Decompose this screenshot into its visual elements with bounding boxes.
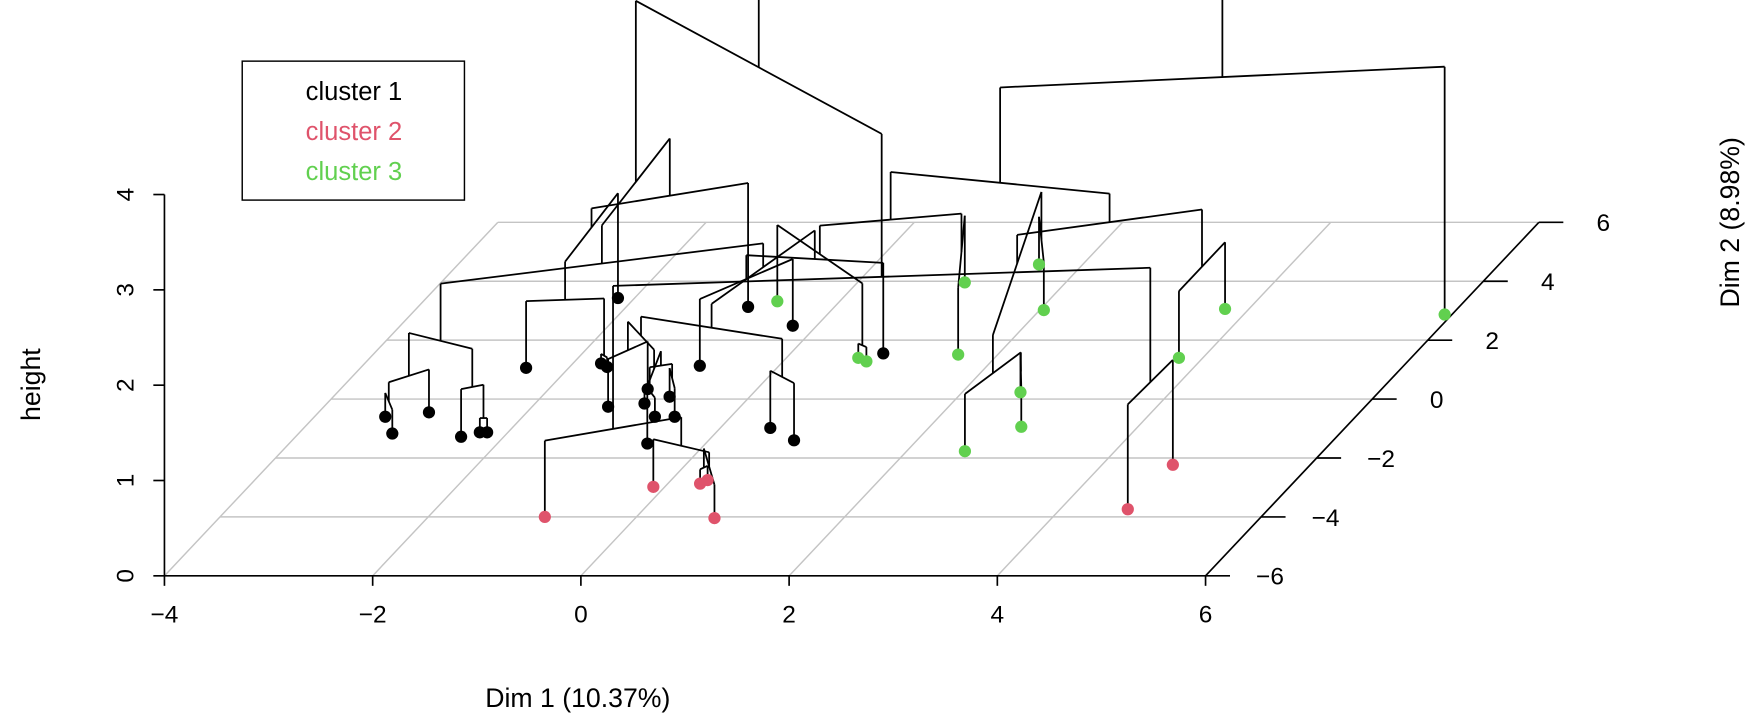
z-tick-label: 3 — [112, 283, 139, 297]
leaf-point-cluster-1 — [422, 406, 436, 419]
leaf-point-cluster-1 — [602, 400, 615, 413]
grid-line-dim1 — [996, 221, 1332, 577]
grid-line-dim1 — [788, 221, 1123, 577]
leaf-point-cluster-3 — [1032, 258, 1046, 271]
grid-line-dim1 — [163, 221, 499, 577]
leaf-point-cluster-2 — [701, 473, 714, 487]
dendrogram-connector — [653, 438, 710, 454]
legend: cluster 1 cluster 2 cluster 3 — [241, 60, 466, 201]
leaf-point-cluster-1 — [379, 410, 392, 423]
x-tick-label: −4 — [151, 602, 179, 629]
y-tick-label: 4 — [1541, 269, 1555, 296]
dendrogram-connector — [1000, 65, 1445, 89]
y-tick-label: −4 — [1312, 505, 1340, 532]
z-tick-label: 2 — [112, 378, 139, 392]
dendrogram-connector — [601, 137, 671, 226]
y-tick-label: 0 — [1430, 387, 1444, 414]
leaf-point-cluster-1 — [641, 437, 654, 450]
y-axis-title: Dim 2 (8.98%) — [1715, 137, 1745, 307]
leaf-point-cluster-1 — [641, 382, 654, 396]
dendrogram-connector — [627, 321, 655, 351]
leaf-points — [379, 258, 1451, 525]
dendrogram-lines — [384, 0, 1446, 519]
x-tick-label: 0 — [574, 602, 588, 629]
leaf-point-cluster-3 — [1014, 386, 1027, 399]
z-tick-label: 0 — [112, 569, 139, 583]
dendrogram-connector — [613, 266, 1151, 287]
leaf-point-cluster-1 — [741, 300, 755, 313]
x-tick-label: 4 — [991, 602, 1005, 629]
leaf-point-cluster-1 — [454, 430, 468, 443]
leaf-point-cluster-1 — [611, 291, 625, 305]
leaf-point-cluster-2 — [708, 511, 721, 525]
leaf-point-cluster-1 — [638, 397, 651, 410]
dendrogram-connector — [635, 0, 883, 135]
leaf-point-cluster-1 — [877, 347, 890, 360]
leaf-point-cluster-1 — [481, 426, 494, 439]
leaf-point-cluster-1 — [600, 360, 614, 374]
leaf-point-cluster-3 — [1172, 351, 1186, 364]
leaf-point-cluster-1 — [386, 427, 399, 440]
leaf-point-cluster-2 — [538, 510, 551, 524]
leaf-point-cluster-2 — [1166, 458, 1179, 471]
axes: −4 −2 0 2 4 6 0 1 2 3 4 −6 −4 −2 0 2 4 6 — [112, 188, 1610, 629]
leaf-point-cluster-1 — [786, 319, 799, 332]
legend-entry-cluster-3: cluster 3 — [306, 158, 403, 186]
leaf-point-cluster-1 — [693, 359, 706, 372]
leaf-point-cluster-2 — [647, 480, 660, 493]
z-tick-label: 4 — [112, 188, 139, 202]
x-tick-label: 2 — [782, 602, 796, 629]
leaf-point-cluster-3 — [1438, 308, 1451, 321]
z-tick-label: 1 — [112, 474, 139, 488]
leaf-point-cluster-3 — [958, 276, 971, 289]
leaf-point-cluster-3 — [1218, 302, 1232, 316]
leaf-point-cluster-3 — [771, 295, 784, 308]
grid-line-dim1 — [372, 221, 707, 577]
y-tick-label: 6 — [1597, 210, 1611, 237]
leaf-point-cluster-1 — [519, 361, 533, 374]
y-tick-label: −2 — [1367, 446, 1395, 473]
leaf-point-cluster-3 — [1037, 303, 1050, 317]
leaf-point-cluster-2 — [1121, 503, 1134, 516]
dendrogram-connector — [1038, 216, 1045, 263]
legend-box — [241, 60, 466, 201]
leaf-point-cluster-1 — [648, 410, 661, 423]
leaf-point-cluster-1 — [668, 410, 681, 423]
x-tick-label: −2 — [359, 602, 387, 629]
x-axis-title: Dim 1 (10.37%) — [485, 683, 670, 713]
y-tick-label: 2 — [1485, 328, 1499, 355]
legend-entry-cluster-2: cluster 2 — [306, 118, 403, 146]
leaf-point-cluster-3 — [860, 355, 873, 368]
leaf-point-cluster-1 — [663, 390, 676, 403]
y-tick-label: −6 — [1256, 564, 1284, 591]
z-axis-title: height — [16, 348, 46, 421]
leaf-point-cluster-3 — [1015, 420, 1028, 433]
dendrogram-connector — [564, 192, 619, 263]
leaf-point-cluster-1 — [787, 434, 801, 447]
leaf-point-cluster-1 — [764, 421, 777, 435]
x-tick-label: 6 — [1199, 602, 1213, 629]
leaf-point-cluster-3 — [958, 445, 972, 458]
legend-entry-cluster-1: cluster 1 — [306, 78, 403, 106]
leaf-point-cluster-3 — [952, 348, 965, 361]
